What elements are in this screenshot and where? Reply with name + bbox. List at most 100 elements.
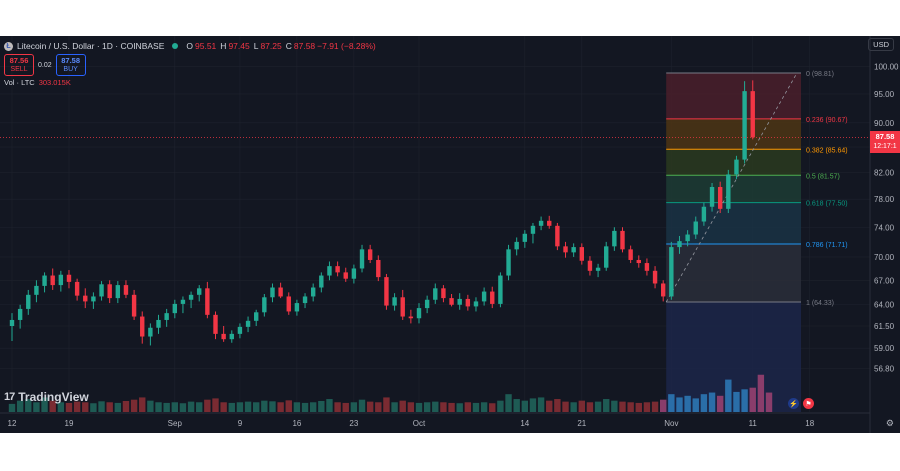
volume-bar <box>285 400 292 412</box>
volume-bar <box>448 402 455 412</box>
candle-body <box>506 249 511 276</box>
candle <box>620 227 625 253</box>
fibonacci-retracement: 0 (98.81) 0.236 (90.67) 0.382 (85.64) 0.5 (… <box>665 71 848 412</box>
settings-gear-icon[interactable]: ⚙ <box>885 418 894 428</box>
chart-container[interactable]: 0 (98.81) 0.236 (90.67) 0.382 (85.64) 0.5 (… <box>0 36 900 433</box>
volume-bar <box>546 400 553 412</box>
candle <box>140 311 145 344</box>
volume-bar <box>309 402 317 412</box>
candle <box>156 314 161 334</box>
volume-bar <box>578 400 585 412</box>
candle-body <box>416 308 422 319</box>
volume-bar <box>537 397 545 412</box>
candle-body <box>587 260 593 271</box>
candle-body <box>734 159 739 175</box>
sell-button[interactable]: 87.56 SELL <box>4 54 34 76</box>
volume-bar <box>130 399 138 412</box>
candle-body <box>270 287 275 298</box>
volume-bar <box>383 397 390 412</box>
candle-body <box>620 230 625 250</box>
candle <box>473 297 479 312</box>
candle <box>636 255 641 268</box>
candle <box>107 280 112 304</box>
fib-zone-0.786 <box>666 244 801 302</box>
change-value: −7.91 (−8.28%) <box>317 41 376 51</box>
candle <box>58 270 64 292</box>
candle <box>180 296 186 314</box>
volume-bar <box>122 400 130 412</box>
candle-body <box>555 225 560 247</box>
close-value: 87.58 <box>293 41 316 51</box>
candle-body <box>424 299 430 309</box>
volume-bar <box>179 403 187 412</box>
candle-body <box>367 249 373 260</box>
volume-bar <box>82 402 89 412</box>
volume-bar <box>700 394 708 412</box>
y-tick-label: 56.80 <box>874 364 895 373</box>
x-tick-label: 12 <box>8 419 17 428</box>
candle-body <box>180 299 186 304</box>
y-tick-label: 74.00 <box>874 223 895 232</box>
volume-bar <box>261 400 268 412</box>
y-tick-label: 78.00 <box>874 195 895 204</box>
event-flag-icon[interactable]: ⚑ <box>803 398 814 409</box>
buy-button[interactable]: 87.58 BUY <box>55 54 86 76</box>
x-tick-label: 21 <box>577 419 586 428</box>
volume-bar <box>472 402 480 412</box>
volume-bar <box>497 400 504 412</box>
tradingview-watermark[interactable]: 17 TradingView <box>4 390 89 404</box>
candle-body <box>604 246 609 268</box>
volume-bar <box>293 402 301 412</box>
volume-bar <box>375 402 382 412</box>
candle <box>693 216 698 239</box>
y-tick-label: 59.00 <box>874 344 895 353</box>
volume-bar <box>196 402 203 412</box>
fib-zone-0.236 <box>666 118 801 150</box>
volume-bar <box>562 401 569 412</box>
volume-bar <box>187 401 195 412</box>
fib-label-0.236: 0.236 (90.67) <box>806 117 848 124</box>
candlestick-chart[interactable]: 0 (98.81) 0.236 (90.67) 0.382 (85.64) 0.5 (… <box>0 36 900 433</box>
candle-body <box>319 275 324 288</box>
volume-bar <box>358 399 366 412</box>
currency-selector[interactable]: USD <box>868 38 894 51</box>
candle <box>742 81 747 164</box>
candle-body <box>465 298 471 307</box>
volume-bar <box>643 402 651 412</box>
candle-body <box>115 285 121 299</box>
candle-body <box>164 313 169 320</box>
y-tick-label: 70.00 <box>874 253 895 262</box>
y-tick-label: 82.00 <box>874 168 895 177</box>
fib-label-0.618: 0.618 (77.50) <box>806 201 848 208</box>
candle <box>188 291 194 309</box>
volume-bar <box>139 397 146 412</box>
volume-legend: Vol · LTC 303.015K <box>4 78 71 87</box>
candle <box>563 241 568 258</box>
market-open-dot-icon <box>172 43 179 49</box>
candle <box>612 227 617 251</box>
candle-body <box>172 303 177 314</box>
candle <box>221 326 226 342</box>
y-axis-ticks: 100.0095.0090.0086.0082.0078.0074.0070.0… <box>874 63 899 374</box>
volume-bar <box>399 400 406 412</box>
candle-body <box>17 308 23 320</box>
lightning-icon[interactable]: ⚡ <box>788 398 799 409</box>
volume-bar <box>749 387 756 412</box>
volume-bar <box>90 403 97 412</box>
candle <box>91 292 96 309</box>
watermark-text: TradingView <box>18 390 89 404</box>
volume-bar <box>456 403 463 412</box>
candle <box>644 258 650 276</box>
volume-bar <box>98 401 105 412</box>
candle <box>294 299 300 316</box>
fib-zone-0.382 <box>666 149 801 176</box>
candle <box>433 283 438 304</box>
x-tick-label: 9 <box>238 419 243 428</box>
symbol-title[interactable]: Litecoin / U.S. Dollar · 1D · COINBASE <box>17 41 165 51</box>
volume-bar <box>676 397 683 412</box>
volume-bar <box>505 394 512 412</box>
candle <box>245 316 251 333</box>
candle-body <box>237 326 243 334</box>
x-axis-ticks: 12 19 Sep 9 16 23 Oct 14 21 Nov 11 18 <box>8 419 815 428</box>
candle <box>506 244 511 281</box>
